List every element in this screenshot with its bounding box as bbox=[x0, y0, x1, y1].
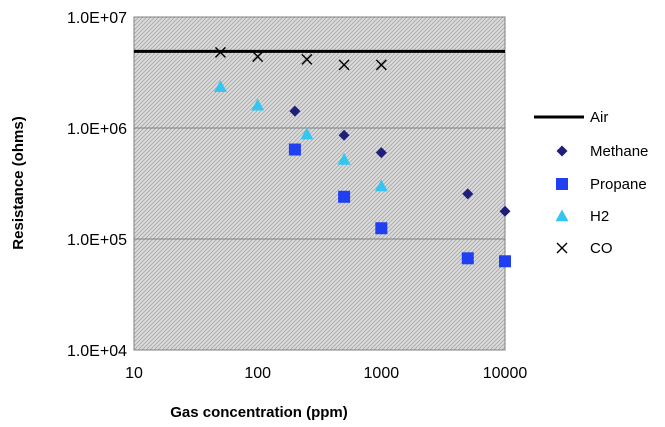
legend-label-air: Air bbox=[590, 109, 608, 126]
legend: Air Methane Propane H2 CO bbox=[534, 109, 648, 257]
data-point-h2 bbox=[374, 179, 388, 192]
x-tick-label: 10000 bbox=[483, 365, 528, 382]
legend-label-co: CO bbox=[590, 240, 613, 257]
data-point-propane bbox=[499, 255, 511, 268]
x-axis-title: Gas concentration (ppm) bbox=[170, 404, 348, 421]
data-point-methane bbox=[375, 147, 387, 159]
data-point-co bbox=[214, 46, 226, 58]
x-tick-label: 1000 bbox=[364, 365, 400, 382]
x-tick-labels: 10 100 1000 10000 bbox=[125, 365, 527, 382]
legend-label-methane: Methane bbox=[590, 143, 648, 160]
legend-swatch-co bbox=[556, 242, 568, 254]
data-marks bbox=[134, 46, 511, 268]
data-point-co bbox=[338, 59, 350, 71]
data-point-propane bbox=[461, 252, 474, 265]
x-tick-label: 100 bbox=[244, 365, 271, 382]
data-point-h2 bbox=[213, 80, 227, 93]
legend-swatch-propane bbox=[556, 178, 568, 190]
data-point-co bbox=[375, 59, 387, 71]
y-axis-title: Resistance (ohms) bbox=[10, 116, 27, 249]
data-point-h2 bbox=[251, 98, 265, 111]
data-point-h2 bbox=[337, 153, 351, 165]
plot-area bbox=[134, 17, 505, 350]
legend-label-h2: H2 bbox=[590, 208, 609, 225]
data-point-propane bbox=[288, 143, 301, 156]
y-tick-label: 1.0E+07 bbox=[67, 10, 127, 27]
data-point-propane bbox=[375, 222, 388, 235]
data-point-methane bbox=[338, 129, 350, 141]
y-tick-labels: 1.0E+04 1.0E+05 1.0E+06 1.0E+07 bbox=[67, 10, 127, 360]
legend-swatch-h2 bbox=[555, 209, 569, 222]
data-point-methane bbox=[462, 188, 474, 200]
legend-swatch-methane bbox=[556, 145, 568, 157]
y-tick-label: 1.0E+06 bbox=[67, 121, 127, 138]
data-point-co bbox=[252, 51, 264, 63]
data-point-methane bbox=[499, 205, 511, 217]
data-point-h2 bbox=[300, 127, 314, 140]
x-tick-label: 10 bbox=[125, 365, 143, 382]
plot-frame bbox=[133, 16, 506, 351]
data-point-co bbox=[301, 53, 313, 65]
data-point-methane bbox=[289, 105, 301, 117]
y-tick-label: 1.0E+04 bbox=[67, 343, 127, 360]
data-point-propane bbox=[338, 190, 351, 203]
y-tick-label: 1.0E+05 bbox=[67, 232, 127, 249]
legend-label-propane: Propane bbox=[590, 176, 647, 193]
